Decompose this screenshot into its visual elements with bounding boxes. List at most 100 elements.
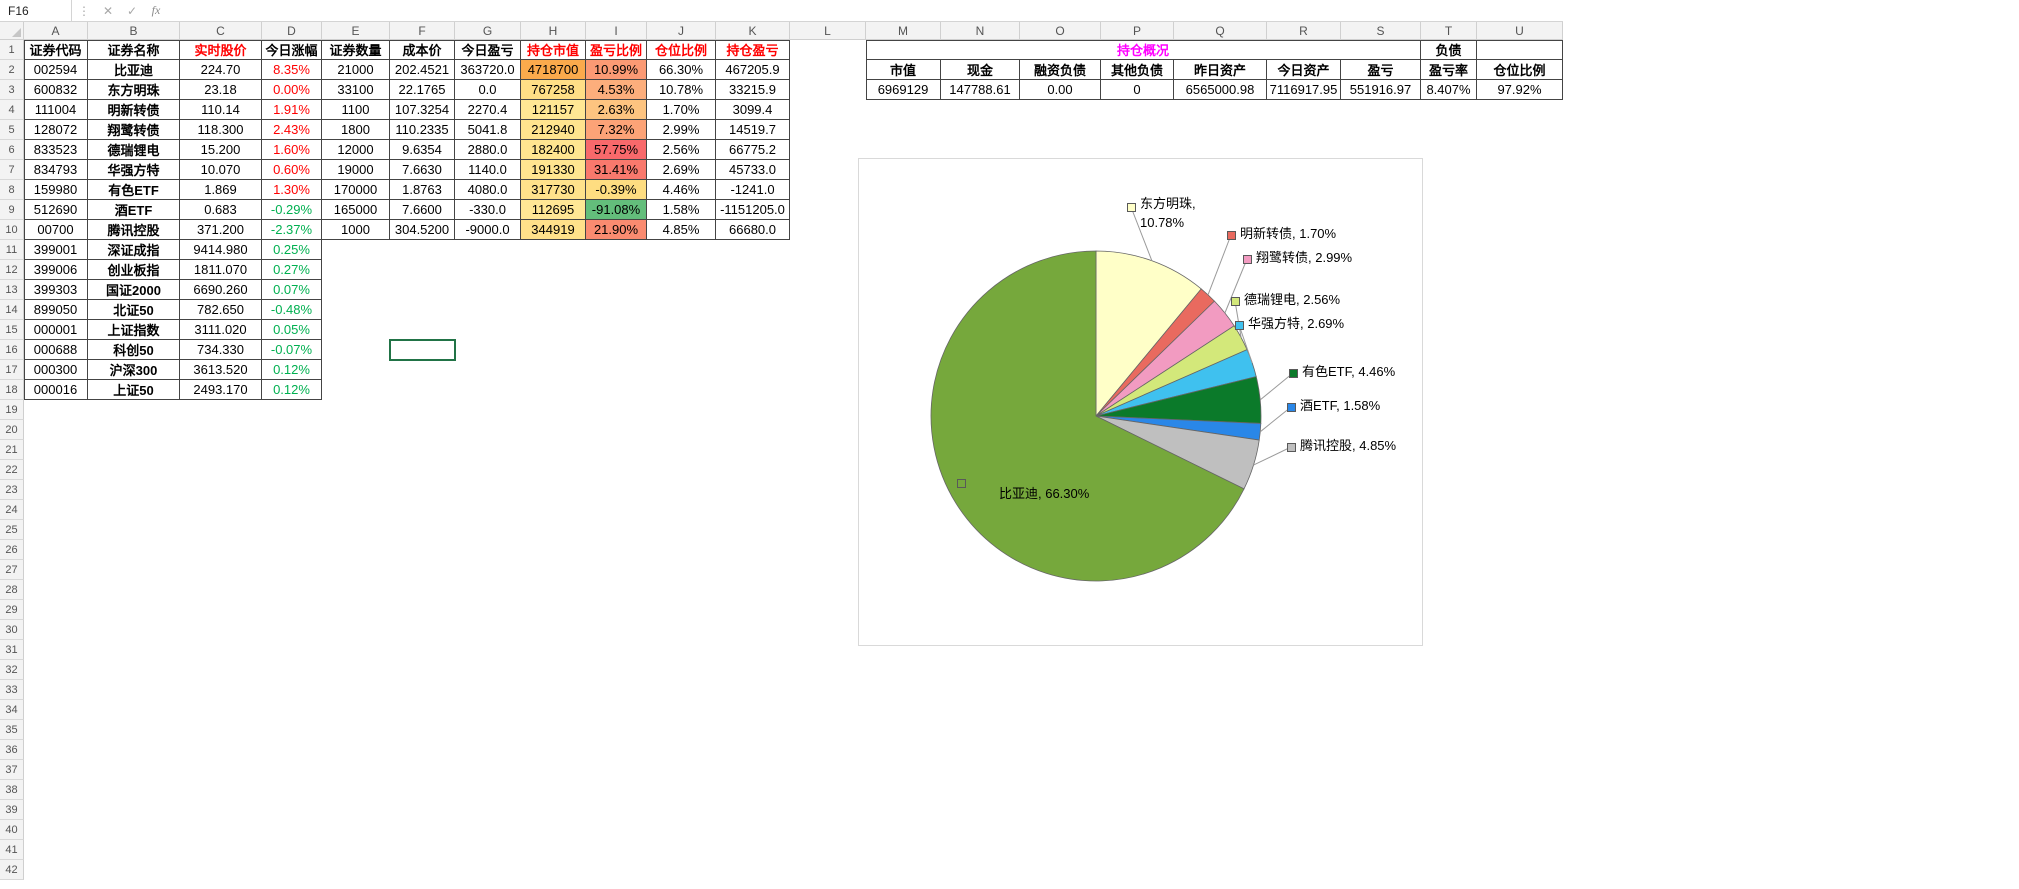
cell-R2[interactable]: 今日资产: [1267, 60, 1341, 80]
cell-J7[interactable]: 2.69%: [647, 160, 716, 180]
cell-I3[interactable]: 4.53%: [586, 80, 647, 100]
cell-H6[interactable]: 182400: [521, 140, 586, 160]
cell-B9[interactable]: 酒ETF: [88, 200, 180, 220]
cell-D2[interactable]: 8.35%: [262, 60, 322, 80]
cell-G5[interactable]: 5041.8: [455, 120, 521, 140]
cell-M2[interactable]: 市值: [866, 60, 941, 80]
cancel-icon[interactable]: ✕: [102, 3, 114, 18]
row-header-4[interactable]: 4: [0, 100, 24, 120]
cell-A2[interactable]: 002594: [24, 60, 88, 80]
cell-J3[interactable]: 10.78%: [647, 80, 716, 100]
pie-label-东方明珠[interactable]: 东方明珠, 10.78%: [1140, 196, 1196, 230]
cell-C11[interactable]: 9414.980: [180, 240, 262, 260]
cell-S2[interactable]: 盈亏: [1341, 60, 1421, 80]
cell-P2[interactable]: 其他负债: [1101, 60, 1174, 80]
row-header-33[interactable]: 33: [0, 680, 24, 700]
row-header-13[interactable]: 13: [0, 280, 24, 300]
column-header-M[interactable]: M: [866, 22, 941, 40]
cell-A17[interactable]: 000300: [24, 360, 88, 380]
cell-K8[interactable]: -1241.0: [716, 180, 790, 200]
row-header-27[interactable]: 27: [0, 560, 24, 580]
cell-A18[interactable]: 000016: [24, 380, 88, 400]
column-header-J[interactable]: J: [647, 22, 716, 40]
formula-input[interactable]: [168, 0, 1563, 21]
row-header-37[interactable]: 37: [0, 760, 24, 780]
cell-H7[interactable]: 191330: [521, 160, 586, 180]
column-header-O[interactable]: O: [1020, 22, 1101, 40]
cell-A13[interactable]: 399303: [24, 280, 88, 300]
cell-I5[interactable]: 7.32%: [586, 120, 647, 140]
cell-H4[interactable]: 121157: [521, 100, 586, 120]
pie-slice-比亚迪[interactable]: [930, 250, 1245, 582]
cell-C17[interactable]: 3613.520: [180, 360, 262, 380]
row-header-22[interactable]: 22: [0, 460, 24, 480]
row-header-38[interactable]: 38: [0, 780, 24, 800]
cell-U1[interactable]: [1477, 40, 1563, 60]
cell-E10[interactable]: 1000: [322, 220, 390, 240]
row-header-7[interactable]: 7: [0, 160, 24, 180]
row-header-23[interactable]: 23: [0, 480, 24, 500]
cell-I1[interactable]: 盈亏比例: [586, 40, 647, 60]
row-header-21[interactable]: 21: [0, 440, 24, 460]
cell-O3[interactable]: 0.00: [1020, 80, 1101, 100]
cell-D7[interactable]: 0.60%: [262, 160, 322, 180]
cell-D16[interactable]: -0.07%: [262, 340, 322, 360]
cell-D6[interactable]: 1.60%: [262, 140, 322, 160]
row-header-41[interactable]: 41: [0, 840, 24, 860]
cell-I6[interactable]: 57.75%: [586, 140, 647, 160]
cell-H2[interactable]: 4718700: [521, 60, 586, 80]
cell-J4[interactable]: 1.70%: [647, 100, 716, 120]
row-header-15[interactable]: 15: [0, 320, 24, 340]
column-header-S[interactable]: S: [1341, 22, 1421, 40]
cell-F4[interactable]: 107.3254: [390, 100, 455, 120]
cell-I9[interactable]: -91.08%: [586, 200, 647, 220]
cell-A12[interactable]: 399006: [24, 260, 88, 280]
enter-icon[interactable]: ✓: [126, 3, 138, 18]
pie-label-有色ETF[interactable]: 有色ETF, 4.46%: [1302, 364, 1396, 379]
cell-B11[interactable]: 深证成指: [88, 240, 180, 260]
cell-C14[interactable]: 782.650: [180, 300, 262, 320]
cell-C18[interactable]: 2493.170: [180, 380, 262, 400]
cell-G1[interactable]: 今日盈亏: [455, 40, 521, 60]
cell-D3[interactable]: 0.00%: [262, 80, 322, 100]
cell-C2[interactable]: 224.70: [180, 60, 262, 80]
cell-C1[interactable]: 实时股价: [180, 40, 262, 60]
cell-A1[interactable]: 证券代码: [24, 40, 88, 60]
pie-label-德瑞锂电[interactable]: 德瑞锂电, 2.56%: [1244, 292, 1341, 307]
cell-G7[interactable]: 1140.0: [455, 160, 521, 180]
cell-E3[interactable]: 33100: [322, 80, 390, 100]
cell-C10[interactable]: 371.200: [180, 220, 262, 240]
cell-P3[interactable]: 0: [1101, 80, 1174, 100]
cell-B2[interactable]: 比亚迪: [88, 60, 180, 80]
cell-H1[interactable]: 持仓市值: [521, 40, 586, 60]
column-header-E[interactable]: E: [322, 22, 390, 40]
cell-J5[interactable]: 2.99%: [647, 120, 716, 140]
row-header-1[interactable]: 1: [0, 40, 24, 60]
row-header-11[interactable]: 11: [0, 240, 24, 260]
cell-E5[interactable]: 1800: [322, 120, 390, 140]
cell-J6[interactable]: 2.56%: [647, 140, 716, 160]
pie-label-酒ETF[interactable]: 酒ETF, 1.58%: [1300, 398, 1381, 413]
cell-E2[interactable]: 21000: [322, 60, 390, 80]
cell-N3[interactable]: 147788.61: [941, 80, 1020, 100]
cell-K3[interactable]: 33215.9: [716, 80, 790, 100]
cell-D18[interactable]: 0.12%: [262, 380, 322, 400]
row-header-9[interactable]: 9: [0, 200, 24, 220]
row-header-36[interactable]: 36: [0, 740, 24, 760]
pie-label-明新转债[interactable]: 明新转债, 1.70%: [1240, 226, 1337, 241]
cell-A4[interactable]: 111004: [24, 100, 88, 120]
cell-A3[interactable]: 600832: [24, 80, 88, 100]
cell-K7[interactable]: 45733.0: [716, 160, 790, 180]
cell-A10[interactable]: 00700: [24, 220, 88, 240]
cell-G2[interactable]: 363720.0: [455, 60, 521, 80]
cell-D13[interactable]: 0.07%: [262, 280, 322, 300]
cell-C12[interactable]: 1811.070: [180, 260, 262, 280]
cell-I10[interactable]: 21.90%: [586, 220, 647, 240]
cell-B13[interactable]: 国证2000: [88, 280, 180, 300]
cell-B15[interactable]: 上证指数: [88, 320, 180, 340]
cell-K2[interactable]: 467205.9: [716, 60, 790, 80]
cell-D17[interactable]: 0.12%: [262, 360, 322, 380]
cell-D1[interactable]: 今日涨幅: [262, 40, 322, 60]
cell-A11[interactable]: 399001: [24, 240, 88, 260]
cell-D9[interactable]: -0.29%: [262, 200, 322, 220]
